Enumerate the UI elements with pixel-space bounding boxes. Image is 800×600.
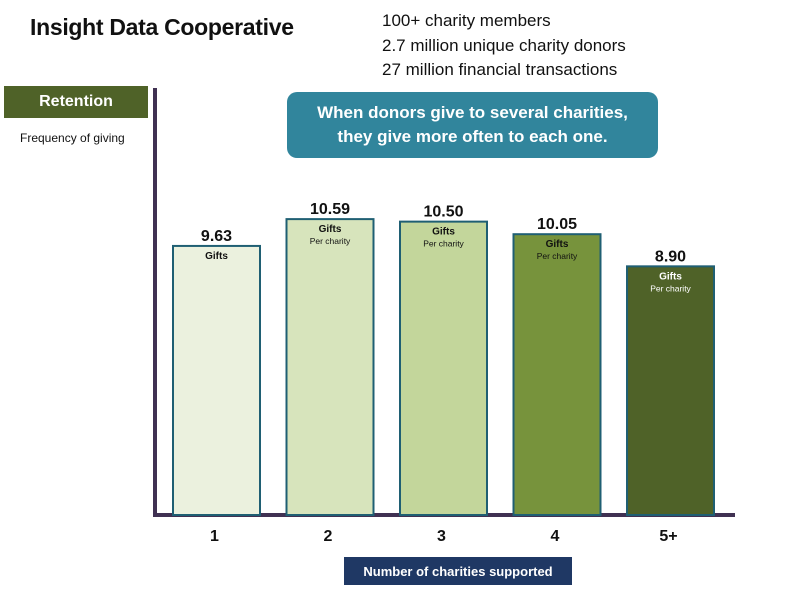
callout-line-2: they give more often to each one.	[337, 127, 608, 146]
stats-list: 100+ charity members 2.7 million unique …	[382, 9, 626, 83]
unit-label: Gifts	[205, 251, 228, 262]
unit-label: Gifts	[546, 239, 569, 250]
callout-line-1: When donors give to several charities,	[317, 103, 628, 122]
x-tick-label: 5+	[659, 528, 677, 545]
unit-label: Gifts	[659, 271, 682, 282]
page-title: Insight Data Cooperative	[30, 14, 294, 40]
unit-label: Gifts	[319, 224, 342, 235]
bar	[172, 244, 261, 516]
data-label: 10.50	[423, 204, 463, 221]
sub-label: Per charity	[423, 239, 464, 249]
stat-donors: 2.7 million unique charity donors	[382, 35, 626, 55]
data-label: 10.59	[310, 201, 350, 218]
sub-label: Per charity	[310, 236, 351, 246]
data-label: 8.90	[655, 248, 686, 265]
chart-subtitle: Frequency of giving	[20, 131, 125, 145]
bar	[626, 265, 715, 517]
x-tick-label: 4	[551, 528, 560, 545]
data-label: 10.05	[537, 216, 577, 233]
retention-badge: Retention	[4, 86, 148, 118]
data-label: 9.63	[201, 228, 232, 245]
x-tick-label: 1	[210, 528, 219, 545]
stat-transactions: 27 million financial transactions	[382, 60, 618, 79]
bar	[399, 220, 488, 516]
callout-box: When donors give to several charities, t…	[287, 92, 658, 158]
unit-label: Gifts	[432, 227, 455, 238]
bar	[512, 233, 602, 516]
x-tick-label: 3	[437, 528, 446, 545]
sub-label: Per charity	[537, 251, 578, 261]
bar	[285, 218, 375, 517]
sub-label: Per charity	[650, 283, 691, 293]
x-tick-label: 2	[324, 528, 333, 545]
x-axis-title: Number of charities supported	[344, 557, 572, 585]
stat-members: 100+ charity members	[382, 11, 551, 30]
